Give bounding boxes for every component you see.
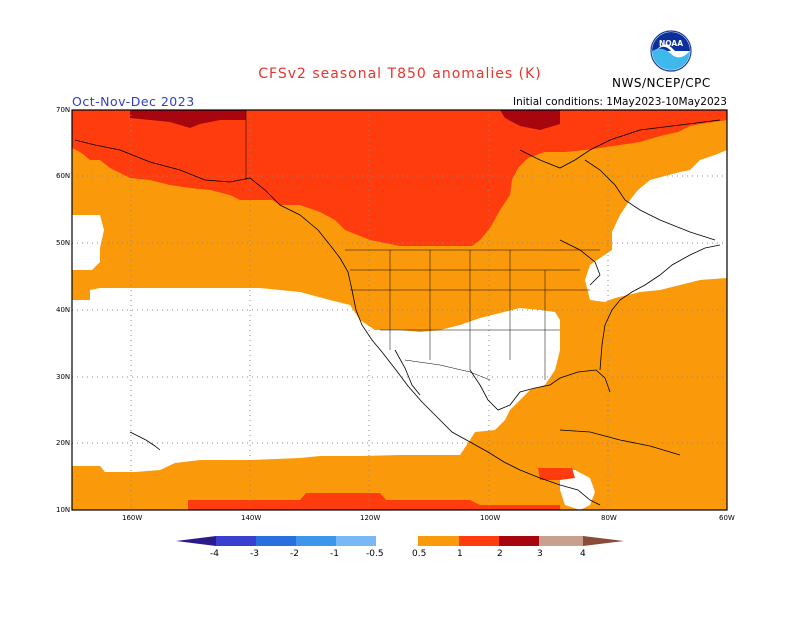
lon-label-120w: 120W	[360, 514, 381, 522]
lat-label-50n: 50N	[56, 239, 71, 247]
colorbar-tick-1: 1	[457, 549, 463, 559]
colorbar-segment-3-4	[539, 536, 583, 546]
colorbar-tick--3: -3	[250, 549, 259, 559]
anomaly-region-1-2-north	[72, 110, 727, 246]
coastlines	[74, 119, 721, 506]
political-borders	[245, 110, 600, 381]
noaa-logo-icon: NOAA	[650, 30, 692, 72]
colorbar-segment-4-3	[216, 536, 256, 546]
map-frame	[71, 109, 728, 511]
colorbar-tick-2: 2	[497, 549, 503, 559]
lon-label-100w: 100W	[480, 514, 501, 522]
agency-label: NWS/NCEP/CPC	[612, 76, 711, 90]
lat-label-10n: 10N	[56, 506, 71, 514]
colorbar-segment-3-2	[256, 536, 296, 546]
graticule	[72, 110, 727, 510]
colorbar-segment-neutral	[376, 536, 418, 546]
anomaly-region-2-3-arctic	[500, 110, 560, 130]
colorbar-segment-lt-4	[176, 536, 216, 546]
colorbar-segment-2-1	[296, 536, 336, 546]
anomaly-region-neutral-pacific	[72, 288, 560, 472]
colorbar-segment-gt4	[583, 536, 624, 546]
lon-label-80w: 80W	[601, 514, 617, 522]
anomaly-region-2-3-north	[130, 110, 246, 128]
lat-label-60n: 60N	[56, 172, 71, 180]
initial-conditions-label: Initial conditions: 1May2023-10May2023	[513, 96, 727, 108]
season-label: Oct-Nov-Dec 2023	[72, 94, 195, 109]
colorbar-tick--0.5: -0.5	[366, 549, 384, 559]
lat-label-30n: 30N	[56, 373, 71, 381]
lat-label-20n: 20N	[56, 439, 71, 447]
colorbar-tick--4: -4	[210, 549, 219, 559]
lon-label-160w: 160W	[122, 514, 143, 522]
colorbar-segment-05-1	[418, 536, 459, 546]
colorbar-segment-2-3	[499, 536, 539, 546]
colorbar-segment-1-05	[336, 536, 376, 546]
colorbar-tick--2: -2	[290, 549, 299, 559]
colorbar-segment-1-2	[459, 536, 499, 546]
colorbar-tick-3: 3	[537, 549, 543, 559]
anomaly-region-1-2-south-pacific	[188, 493, 560, 510]
colorbar-tick-0.5: 0.5	[412, 549, 427, 559]
lon-label-60w: 60W	[719, 514, 735, 522]
lat-label-40n: 40N	[56, 306, 71, 314]
map-title: CFSv2 seasonal T850 anomalies (K)	[258, 66, 542, 82]
anomaly-region-neutral-east-canada	[585, 150, 727, 302]
colorbar-tick-4: 4	[580, 549, 586, 559]
lat-label-70n: 70N	[56, 106, 71, 114]
svg-text:NOAA: NOAA	[659, 39, 683, 48]
colorbar-tick--1: -1	[330, 549, 339, 559]
anomaly-region-1-2-central-america	[538, 468, 575, 480]
lon-label-140w: 140W	[241, 514, 262, 522]
